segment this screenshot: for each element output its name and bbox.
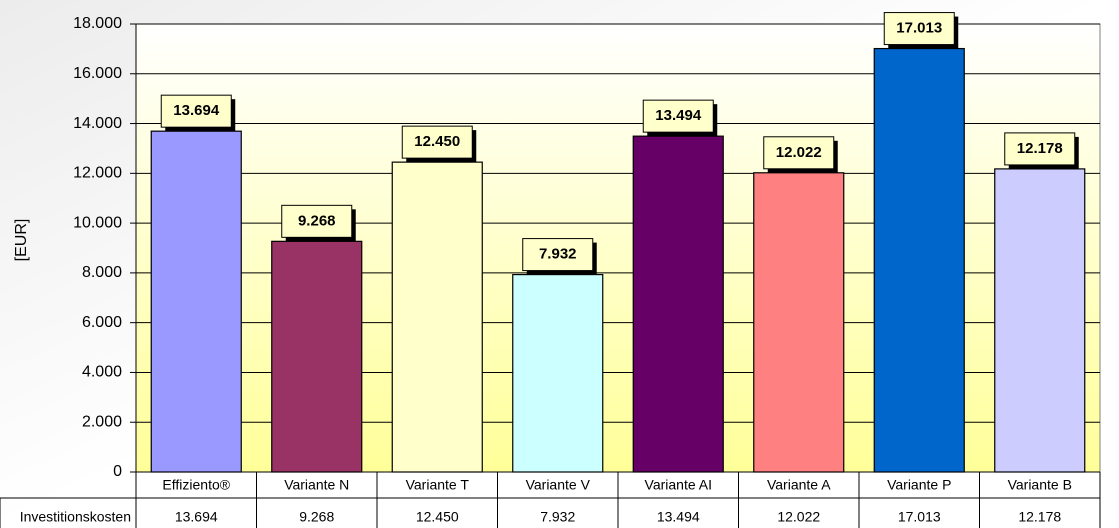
x-tick-label: Variante B: [1008, 477, 1072, 493]
data-label: 12.022: [776, 144, 822, 161]
data-label: 7.932: [539, 246, 577, 263]
data-label: 13.494: [655, 107, 702, 124]
x-tick-label: Variante V: [526, 477, 591, 493]
y-tick-label: 14.000: [73, 115, 122, 132]
table-value: 13.494: [657, 509, 700, 525]
bar: [753, 172, 845, 473]
y-tick-label: 10.000: [73, 214, 122, 231]
y-tick-label: 4.000: [82, 364, 122, 381]
data-label: 17.013: [896, 20, 942, 37]
data-label: 13.694: [173, 102, 220, 119]
y-tick-label: 0: [113, 463, 122, 480]
label-box: [281, 204, 353, 238]
bar: [150, 130, 242, 473]
x-tick-label: Variante P: [887, 477, 951, 493]
table-value: 12.178: [1018, 509, 1061, 525]
label-box: [642, 99, 714, 133]
y-tick-label: 12.000: [73, 165, 122, 182]
bar: [632, 135, 724, 473]
table-value: 12.450: [416, 509, 459, 525]
x-tick-label: Variante A: [767, 477, 831, 493]
bar: [994, 168, 1086, 473]
table-value: 9.268: [299, 509, 334, 525]
x-tick-label: Effiziento®: [162, 477, 230, 493]
table-value: 7.932: [540, 509, 575, 525]
label-box: [401, 125, 473, 159]
data-label: 12.178: [1017, 140, 1063, 157]
x-tick-label: Variante AI: [645, 477, 712, 493]
bar: [512, 273, 604, 473]
table-value: 13.694: [175, 509, 218, 525]
y-tick-label: 6.000: [82, 314, 122, 331]
y-tick-label: 8.000: [82, 264, 122, 281]
bar: [391, 161, 483, 473]
y-tick-label: 18.000: [73, 15, 122, 32]
label-box: [763, 136, 835, 170]
row-label: Investitionskosten: [20, 509, 131, 525]
bar: [271, 240, 363, 473]
label-box: [522, 238, 594, 272]
y-tick-label: 16.000: [73, 65, 122, 82]
table-value: 17.013: [898, 509, 941, 525]
y-axis-label: [EUR]: [13, 219, 30, 262]
bar: [873, 47, 965, 473]
data-label: 9.268: [298, 212, 336, 229]
data-label: 12.450: [414, 133, 460, 150]
label-box: [1004, 132, 1076, 166]
x-tick-label: Variante T: [406, 477, 470, 493]
x-tick-label: Variante N: [284, 477, 349, 493]
label-box: [883, 12, 955, 46]
y-tick-label: 2.000: [82, 413, 122, 430]
table-value: 12.022: [777, 509, 820, 525]
label-box: [160, 94, 232, 128]
